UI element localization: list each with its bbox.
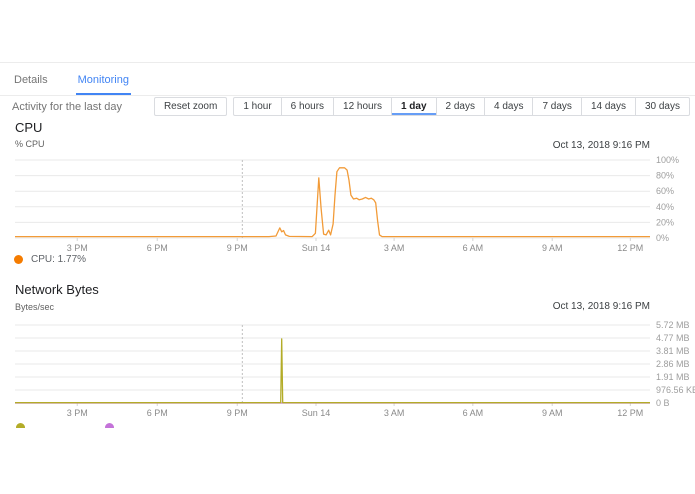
svg-text:3.81 MB: 3.81 MB: [656, 346, 690, 356]
network-chart-timestamp: Oct 13, 2018 9:16 PM: [552, 301, 650, 312]
network-section-title: Network Bytes: [15, 282, 99, 297]
svg-text:Sun 14: Sun 14: [302, 408, 331, 418]
tab-details[interactable]: Details: [14, 74, 48, 86]
cpu-unit-label: % CPU: [15, 139, 45, 149]
range-button-12-hours[interactable]: 12 hours: [334, 97, 392, 116]
cpu-chart-timestamp: Oct 13, 2018 9:16 PM: [552, 140, 650, 151]
range-button-30-days[interactable]: 30 days: [635, 97, 690, 116]
svg-text:2.86 MB: 2.86 MB: [656, 359, 690, 369]
svg-text:12 PM: 12 PM: [617, 408, 643, 418]
svg-text:40%: 40%: [656, 202, 674, 212]
cpu-legend-label: CPU: 1.77%: [31, 254, 87, 265]
range-button-14-days[interactable]: 14 days: [581, 97, 636, 116]
reset-zoom-button[interactable]: Reset zoom: [153, 97, 228, 116]
network-legend-dot-icon: [16, 423, 25, 428]
svg-text:Sun 14: Sun 14: [302, 243, 331, 253]
svg-text:9 PM: 9 PM: [227, 408, 248, 418]
tab-monitoring[interactable]: Monitoring: [75, 74, 131, 95]
svg-text:3 AM: 3 AM: [384, 408, 405, 418]
svg-text:6 AM: 6 AM: [463, 408, 484, 418]
range-button-6-hours[interactable]: 6 hours: [281, 97, 335, 116]
range-button-7-days[interactable]: 7 days: [533, 97, 582, 116]
range-button-1-hour[interactable]: 1 hour: [233, 97, 282, 116]
time-range-toolbar: Reset zoom 1 hour 6 hours 12 hours 1 day 2 d…: [153, 97, 690, 116]
svg-text:3 AM: 3 AM: [384, 243, 405, 253]
network-chart[interactable]: 5.72 MB 4.77 MB 3.81 MB 2.86 MB 1.91 MB 976.5…: [0, 320, 695, 425]
svg-text:0%: 0%: [656, 233, 669, 243]
svg-text:100%: 100%: [656, 155, 679, 165]
range-button-1-day[interactable]: 1 day: [391, 97, 437, 116]
top-divider: [0, 62, 695, 63]
cpu-legend-dot-icon: [14, 255, 23, 264]
svg-text:5.72 MB: 5.72 MB: [656, 320, 690, 330]
range-button-group: 1 hour 6 hours 12 hours 1 day 2 days 4 days 7 …: [233, 97, 690, 116]
svg-text:3 PM: 3 PM: [67, 408, 88, 418]
svg-text:976.56 KB: 976.56 KB: [656, 385, 695, 395]
svg-text:12 PM: 12 PM: [617, 243, 643, 253]
network-legend-dot-icon: [105, 423, 114, 428]
svg-text:9 AM: 9 AM: [542, 408, 563, 418]
chart-canvas: 100% 80% 60% 40% 20% 0% 3 PM 6 PM 9 PM Sun 14 3 AM…: [15, 155, 679, 253]
svg-text:4.77 MB: 4.77 MB: [656, 333, 690, 343]
svg-text:6 PM: 6 PM: [147, 408, 168, 418]
svg-text:0 B: 0 B: [656, 398, 670, 408]
svg-text:60%: 60%: [656, 186, 674, 196]
svg-text:3 PM: 3 PM: [67, 243, 88, 253]
svg-text:1.91 MB: 1.91 MB: [656, 372, 690, 382]
cpu-legend: CPU: 1.77%: [14, 254, 86, 265]
svg-text:20%: 20%: [656, 217, 674, 227]
range-button-2-days[interactable]: 2 days: [436, 97, 485, 116]
network-legend-clipped: [0, 422, 240, 428]
svg-text:6 AM: 6 AM: [463, 243, 484, 253]
cpu-chart[interactable]: 100% 80% 60% 40% 20% 0% 3 PM 6 PM 9 PM Sun 14 3 AM…: [0, 155, 695, 260]
svg-text:80%: 80%: [656, 171, 674, 181]
chart-canvas: 5.72 MB 4.77 MB 3.81 MB 2.86 MB 1.91 MB 976.5…: [15, 320, 695, 418]
tab-bar: Details Monitoring: [0, 63, 695, 96]
svg-text:9 PM: 9 PM: [227, 243, 248, 253]
svg-text:9 AM: 9 AM: [542, 243, 563, 253]
network-unit-label: Bytes/sec: [15, 302, 55, 312]
svg-text:6 PM: 6 PM: [147, 243, 168, 253]
activity-label: Activity for the last day: [12, 101, 123, 113]
range-button-4-days[interactable]: 4 days: [485, 97, 534, 116]
cpu-section-title: CPU: [15, 120, 43, 135]
